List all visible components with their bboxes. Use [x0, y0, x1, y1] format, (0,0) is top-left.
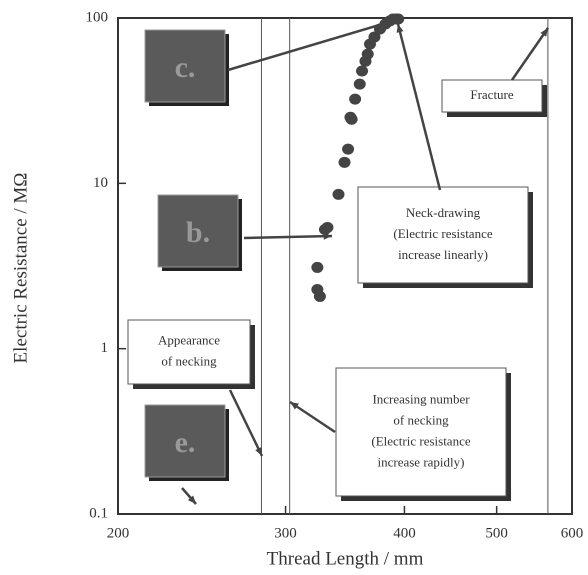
y-tick-label: 0.1 [89, 505, 108, 521]
arrow [228, 389, 264, 457]
arrow-head [396, 24, 404, 33]
y-tick-label: 10 [93, 175, 108, 191]
data-point [349, 93, 362, 105]
data-point [356, 65, 369, 77]
y-tick-label: 100 [86, 9, 109, 25]
photo-label: b. [186, 216, 210, 249]
data-point [332, 188, 345, 200]
photo [144, 404, 226, 478]
annotation-text: increase linearly) [398, 247, 488, 262]
x-tick-label: 400 [393, 525, 416, 541]
annotation-text: of necking [393, 412, 449, 427]
arrow [396, 23, 442, 191]
annotation-text: (Electric resistance [371, 433, 470, 448]
arrow [243, 234, 333, 240]
data-point [311, 283, 324, 295]
x-tick-label: 600 [561, 525, 584, 541]
arrow-head [187, 495, 196, 504]
data-point [344, 111, 357, 123]
annotation-text: Fracture [470, 87, 514, 102]
y-axis-label: Electric Resistance / MΩ [10, 173, 31, 364]
x-tick-label: 300 [274, 525, 297, 541]
annotation-box [127, 319, 251, 385]
arrow-head [290, 402, 299, 410]
annotation-text: Neck-drawing [406, 205, 481, 220]
data-point [321, 221, 334, 233]
annotation-text: of necking [161, 353, 217, 368]
annotation-text: Appearance [158, 332, 220, 347]
annotation-text: increase rapidly) [378, 454, 465, 469]
x-tick-label: 200 [107, 525, 130, 541]
photo-label: e. [175, 426, 196, 459]
data-point [353, 78, 366, 90]
photo [157, 194, 239, 268]
plot-frame [117, 17, 573, 515]
photo [144, 29, 226, 103]
x-tick-label: 500 [485, 525, 508, 541]
annotation-text: (Electric resistance [393, 226, 492, 241]
arrow-head [540, 28, 548, 37]
arrow-head [255, 447, 262, 456]
arrow [227, 18, 397, 72]
annotation-text: Increasing number [372, 391, 470, 406]
annotation-box [357, 186, 529, 284]
data-point [392, 13, 405, 25]
data-point [338, 156, 351, 168]
photo-label: c. [175, 51, 196, 84]
data-point [311, 261, 324, 273]
arrow [510, 27, 550, 81]
y-tick-label: 1 [101, 340, 109, 356]
annotation-box [441, 79, 543, 113]
data-point [368, 31, 381, 43]
x-axis-label: Thread Length / mm [267, 548, 424, 569]
arrow [289, 400, 336, 434]
data-point [342, 143, 355, 155]
data-point [361, 48, 374, 60]
annotation-box [335, 367, 507, 497]
